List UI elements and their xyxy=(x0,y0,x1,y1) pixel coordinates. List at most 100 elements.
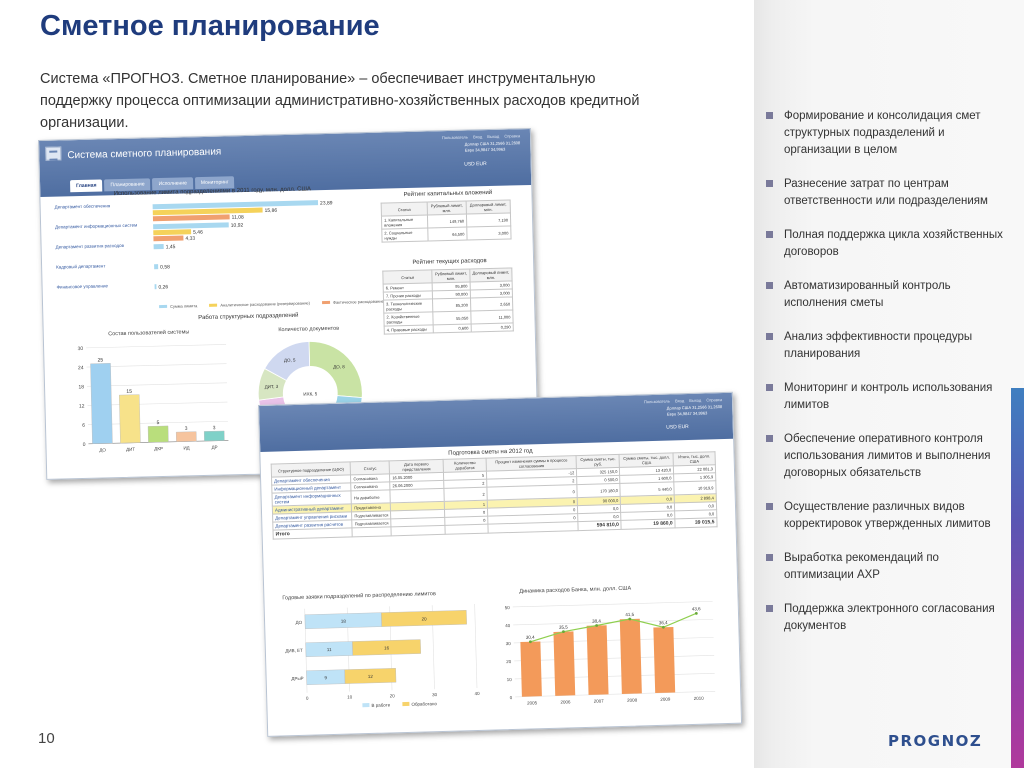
request-bar xyxy=(381,610,467,627)
currency-switch[interactable]: USD EUR xyxy=(666,423,689,431)
y-tick-label: 6 xyxy=(82,423,85,429)
y-tick-label: 50 xyxy=(505,605,511,610)
y-tick-label: 0 xyxy=(510,695,513,700)
bar-value-label: 38,4 xyxy=(592,618,601,623)
legend-item: Фактическое расходование xyxy=(321,299,384,306)
y-tick-label: 30 xyxy=(77,346,83,352)
y-tick-label: 30 xyxy=(506,641,512,646)
y-tick-label: 10 xyxy=(507,677,513,682)
feature-text: Формирование и консолидация смет структу… xyxy=(784,110,981,156)
exchange-rates: Доллар США 31,2566 31,2608 Евро 34,9847 … xyxy=(465,140,521,153)
bar-value-label: 30,4 xyxy=(526,635,535,640)
app-logo-icon xyxy=(45,146,62,161)
header-link[interactable]: Выход xyxy=(487,133,500,140)
department-link[interactable]: Финансовое управление xyxy=(56,283,109,290)
bar-value-label: 5,46 xyxy=(193,229,203,235)
square-bullet-icon xyxy=(766,333,773,340)
trend-point xyxy=(694,611,698,615)
gridline xyxy=(513,637,714,644)
department-link[interactable]: Департамент информационных систем xyxy=(55,222,138,230)
department-link[interactable]: Кадровый департамент xyxy=(56,263,106,270)
table-header: Рублевый лимит, млн. xyxy=(427,201,467,216)
header-link[interactable]: Пользователь xyxy=(441,134,469,141)
legend-label: В работе xyxy=(371,702,390,708)
users-chart-title: Состав пользователей системы xyxy=(108,329,190,338)
tab-planning[interactable]: Планирование xyxy=(104,178,151,192)
x-tick-label: 2008 xyxy=(627,698,638,703)
x-tick-label: 20 xyxy=(390,693,396,698)
bar-value-label: 18 xyxy=(341,619,347,624)
trend-point xyxy=(528,640,532,644)
square-bullet-icon xyxy=(766,112,773,119)
square-bullet-icon xyxy=(766,435,773,442)
table-header: Долларовый лимит, млн. xyxy=(469,267,513,282)
rating-capital-title: Рейтинг капитальных вложений xyxy=(403,189,493,199)
feature-item: Поддержка электронного согласования доку… xyxy=(766,601,1006,635)
bar-value-label: 25 xyxy=(98,357,104,363)
table-header: Статья xyxy=(381,202,428,217)
x-tick-label: 2009 xyxy=(660,697,671,702)
bar-value-label: 43,6 xyxy=(692,606,701,611)
prognoz-logo: PROGNOZ xyxy=(888,732,983,750)
header-link[interactable]: Справка xyxy=(706,397,723,403)
feature-text: Автоматизированный контроль исполнения с… xyxy=(784,280,951,309)
currency-switch[interactable]: USD EUR xyxy=(464,161,487,168)
expense-bar xyxy=(586,625,609,695)
table-header: Статус xyxy=(350,460,390,475)
table-header: Рублевый лимит, млн. xyxy=(432,268,470,283)
donut-slice xyxy=(308,341,363,399)
header-link[interactable]: Справка xyxy=(504,133,521,139)
limit-bar xyxy=(154,284,157,290)
feature-item: Формирование и консолидация смет структу… xyxy=(766,108,1006,159)
header-link[interactable]: Пользователь xyxy=(643,398,671,405)
bar-value-label: 4,33 xyxy=(185,236,195,242)
y-tick-label: 40 xyxy=(505,623,511,628)
slice-label: ДО, 8 xyxy=(333,364,345,369)
trend-point xyxy=(595,624,599,627)
slice-label: ДО, 5 xyxy=(284,358,296,363)
x-tick-label: ДО xyxy=(99,447,106,452)
bar-value-label: 23,89 xyxy=(320,200,333,206)
users-bar xyxy=(175,431,197,442)
header-link[interactable]: Выход xyxy=(689,397,702,403)
tab-monitoring[interactable]: Мониторинг xyxy=(194,176,235,190)
page-number: 10 xyxy=(38,730,55,747)
limit-bar xyxy=(152,207,263,216)
department-link[interactable]: Департамент обеспечения xyxy=(54,203,111,210)
expense-bar xyxy=(520,641,542,697)
bar-value-label: 16 xyxy=(384,645,390,650)
trend-line xyxy=(530,612,697,643)
feature-text: Обеспечение оперативного контроля исполь… xyxy=(784,433,991,479)
x-tick-label: 0 xyxy=(306,696,309,701)
feature-item: Обеспечение оперативного контроля исполь… xyxy=(766,431,1006,482)
x-tick-label: 40 xyxy=(475,691,481,696)
users-chart: 0 6 12 18 24 30 25 ДО 15 ДИТ 5 ДКР 3 ИД 3 ДР xyxy=(77,344,229,453)
header-link[interactable]: Вход xyxy=(674,398,685,404)
table-row: 2. Социальные нужды 64,500 3,000 xyxy=(381,225,512,243)
expense-bar xyxy=(619,618,642,694)
table-header: Количество доработок xyxy=(443,458,487,473)
tab-execution[interactable]: Исполнение xyxy=(152,177,193,191)
gridline xyxy=(86,344,227,349)
table-header: Долларовый лимит, млн. xyxy=(466,199,511,215)
color-strip xyxy=(1011,388,1024,768)
limits-chart: 23,89 15,86 11,08 10,92 5,464,33 1,45 0,58 0,26 xyxy=(152,200,333,291)
header-link[interactable]: Вход xyxy=(473,134,483,140)
bar-value-label: 36,4 xyxy=(659,620,668,625)
department-link[interactable]: Департамент развития расходов xyxy=(55,242,125,250)
legend-item: Аналитическое расходование (резервирован… xyxy=(209,300,310,308)
square-bullet-icon xyxy=(766,605,773,612)
dynamics-chart: 0 10 20 30 40 50 30,4 2005 35,5 2006 38,4 2007 41,5 2… xyxy=(505,601,716,706)
bar-value-label: 11 xyxy=(327,647,332,652)
y-tick-label: ДРыР xyxy=(291,676,303,681)
feature-text: Мониторинг и контроль использования лими… xyxy=(784,382,993,411)
rating-capital-table: Статья Рублевый лимит, млн. Долларовый л… xyxy=(381,199,512,243)
bar-value-label: 41,5 xyxy=(625,612,634,617)
donut-slice xyxy=(264,341,311,382)
x-tick-label: 2007 xyxy=(594,698,605,703)
right-panel xyxy=(754,0,1024,768)
table-header: Сумма сметы, тыс. руб. xyxy=(576,454,620,469)
feature-text: Анализ эффективности процедуры планирова… xyxy=(784,331,973,360)
tab-main[interactable]: Главная xyxy=(69,179,103,193)
rating-capital-panel: Рейтинг капитальных вложений Статья Рубл… xyxy=(380,189,516,243)
